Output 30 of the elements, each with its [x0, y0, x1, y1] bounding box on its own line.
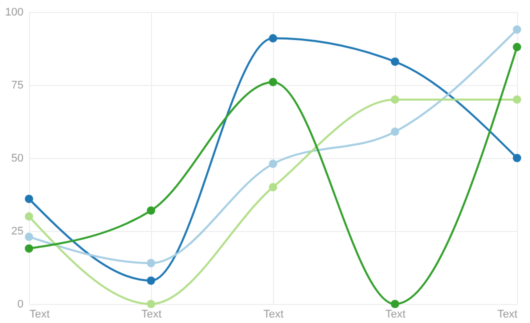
y-tick-label: 50 — [11, 152, 24, 164]
point — [268, 183, 278, 192]
point — [24, 212, 34, 221]
point — [390, 128, 400, 136]
x-tick-label: Text — [263, 308, 284, 320]
point — [390, 95, 400, 104]
point — [390, 300, 400, 308]
point — [24, 232, 34, 242]
point — [24, 194, 34, 204]
x-tick-label: Text — [385, 308, 406, 320]
point — [146, 300, 156, 308]
point — [24, 244, 34, 253]
y-tick-label: 0 — [17, 298, 24, 310]
point — [268, 160, 278, 168]
x-tick-label: Text — [497, 308, 518, 320]
point — [512, 154, 522, 162]
point — [390, 57, 400, 66]
point — [512, 25, 522, 34]
point — [146, 276, 156, 285]
y-tick-label: 25 — [11, 226, 24, 238]
x-tick-label: Text — [30, 308, 50, 320]
point — [146, 258, 156, 268]
y-tick-label: 75 — [11, 80, 24, 92]
point — [268, 34, 278, 42]
x-tick-label: Text — [141, 308, 162, 320]
point — [512, 95, 522, 104]
y-tick-label: 100 — [5, 6, 24, 18]
point — [268, 78, 278, 86]
point — [512, 42, 522, 52]
point — [146, 206, 156, 215]
